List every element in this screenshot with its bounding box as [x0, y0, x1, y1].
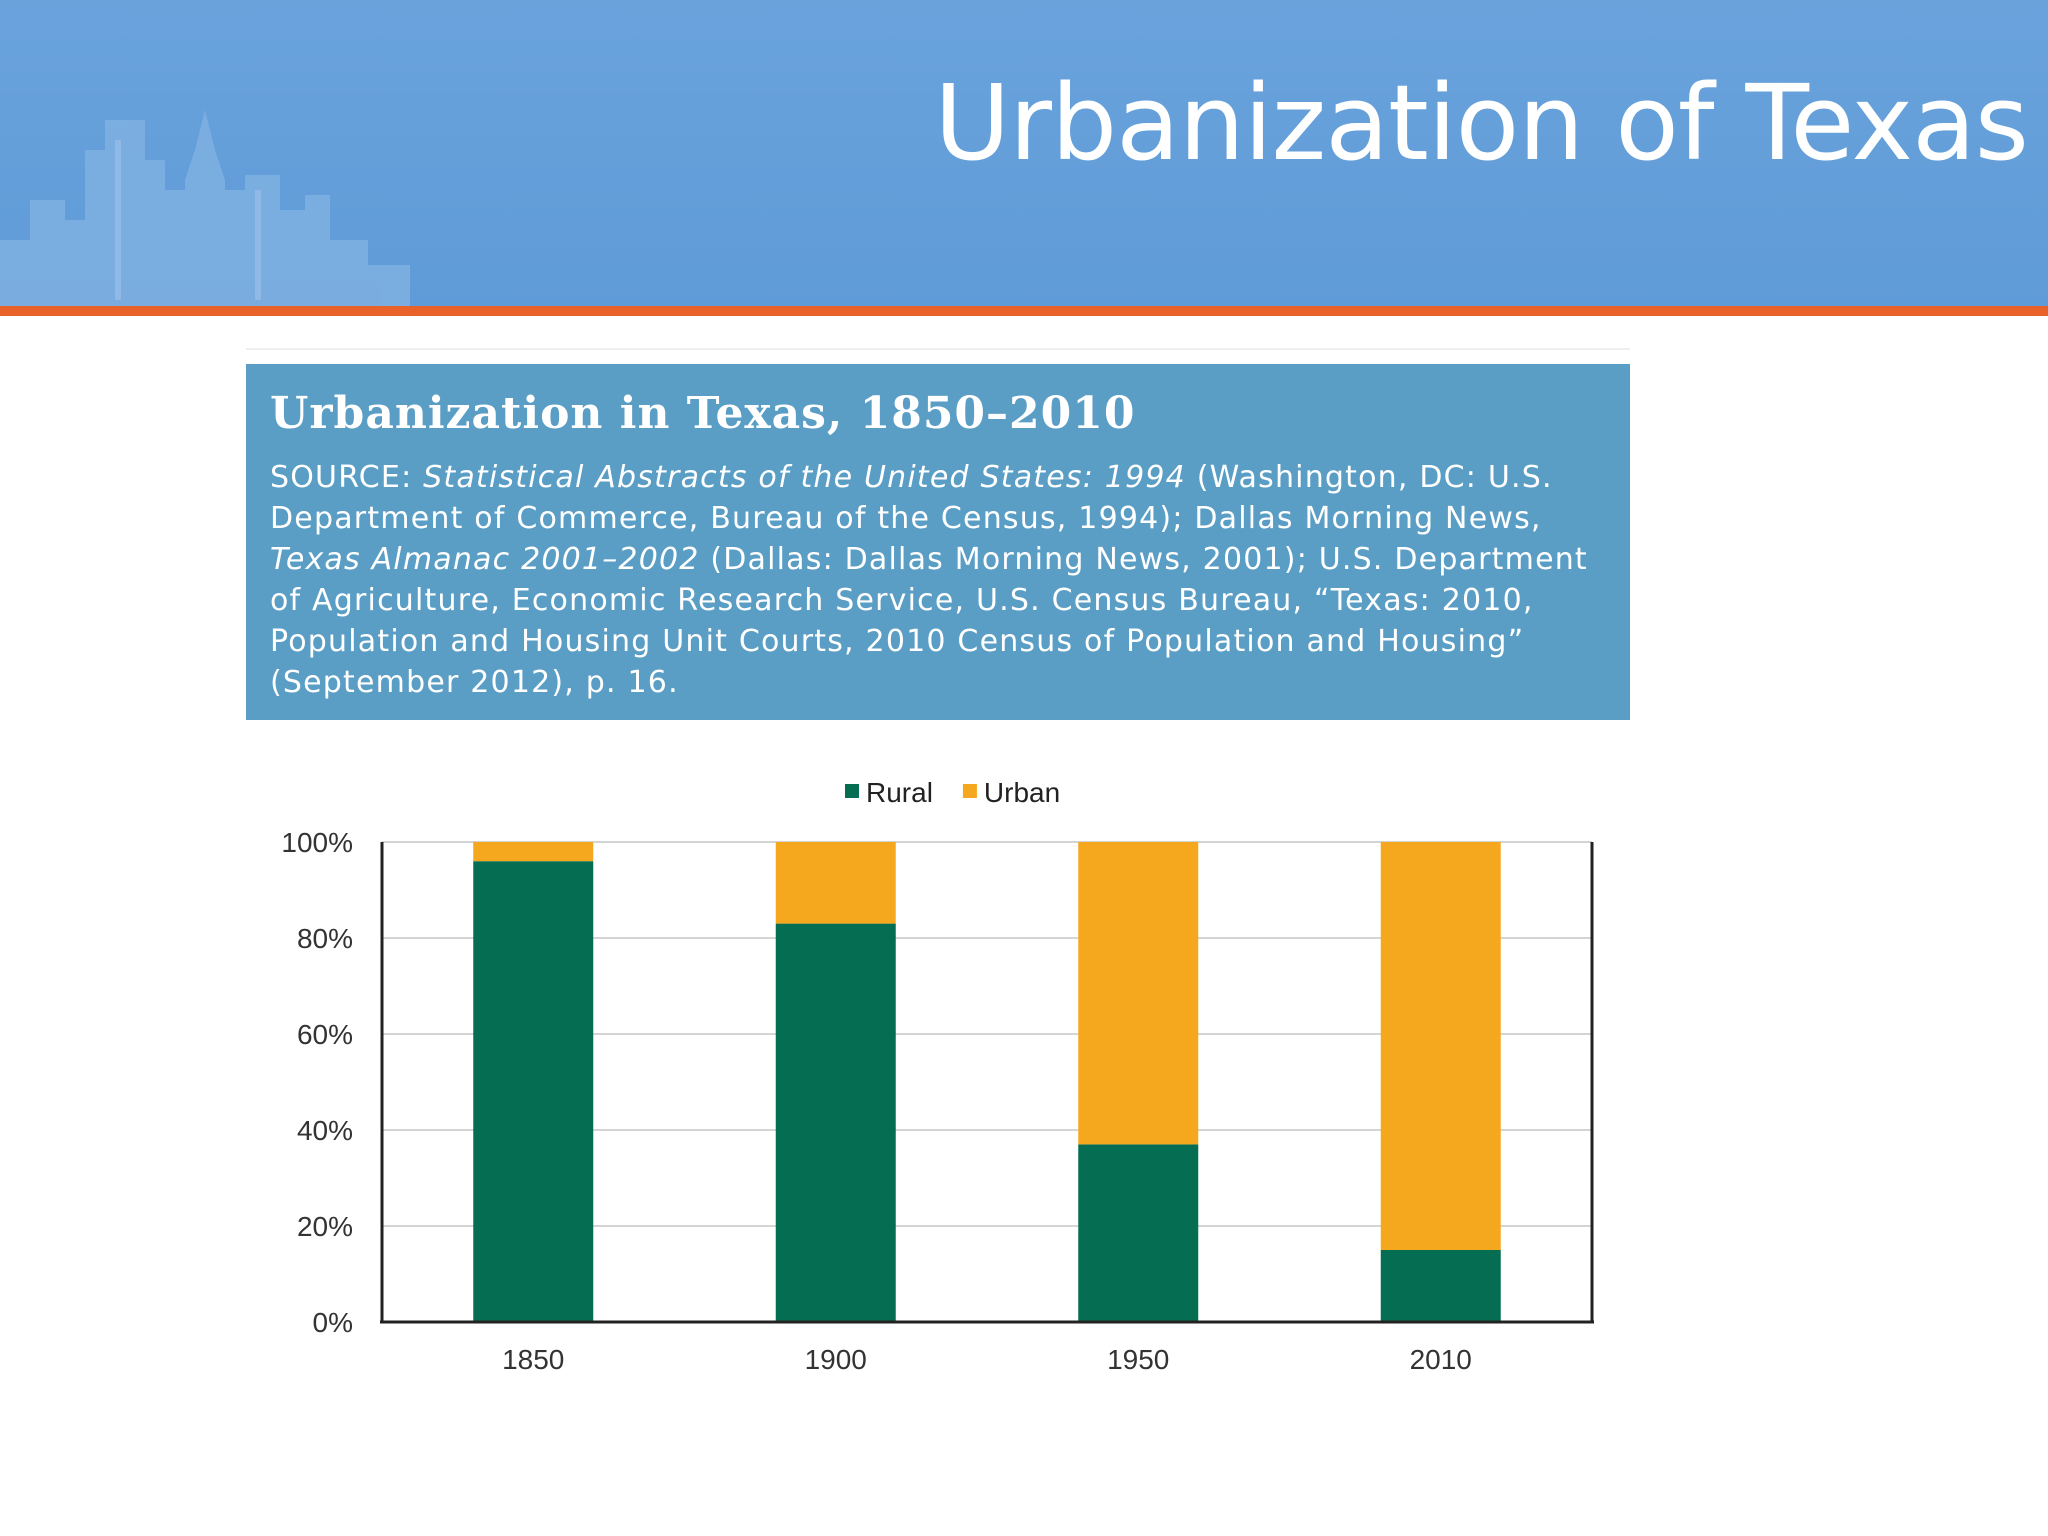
y-tick-label: 40%	[297, 1115, 353, 1146]
source-citation: SOURCE: Statistical Abstracts of the Uni…	[270, 457, 1606, 703]
bar-rural	[473, 861, 594, 1322]
y-tick-label: 100%	[281, 827, 353, 858]
header-divider	[0, 306, 2048, 316]
legend-swatch-rural	[845, 784, 859, 798]
y-tick-label: 80%	[297, 923, 353, 954]
legend-label-urban: Urban	[984, 777, 1060, 808]
chart-title: Urbanization in Texas, 1850–2010	[270, 388, 1136, 439]
bar-urban	[775, 842, 896, 924]
bar-rural	[1078, 1144, 1199, 1322]
bar-urban	[473, 842, 594, 862]
bar-urban	[1078, 842, 1199, 1145]
x-tick-label: 1850	[502, 1344, 564, 1375]
source-text-2: (Dallas: Dallas Morning News, 2001); U.S…	[270, 542, 1588, 700]
source-text-1: (Washington, DC: U.S. Department of Comm…	[270, 460, 1553, 536]
source-publication-1: Statistical Abstracts of the United Stat…	[423, 460, 1186, 495]
y-tick-label: 20%	[297, 1211, 353, 1242]
y-tick-label: 60%	[297, 1019, 353, 1050]
source-publication-2: Texas Almanac 2001–2002	[270, 542, 700, 577]
y-tick-label: 0%	[313, 1307, 353, 1338]
x-tick-label: 1900	[805, 1344, 867, 1375]
x-tick-label: 2010	[1410, 1344, 1472, 1375]
city-skyline-image	[0, 110, 410, 306]
bar-rural	[775, 923, 896, 1322]
x-tick-label: 1950	[1107, 1344, 1169, 1375]
bar-rural	[1380, 1250, 1501, 1322]
slide-header: Urbanization of Texas	[0, 0, 2048, 306]
legend-swatch-urban	[962, 784, 977, 798]
figure-top-rule	[246, 348, 1630, 350]
legend-label-rural: Rural	[866, 777, 933, 808]
bar-urban	[1380, 842, 1501, 1250]
figure-caption-box: Urbanization in Texas, 1850–2010 SOURCE:…	[246, 364, 1630, 720]
slide-title: Urbanization of Texas	[934, 62, 2029, 184]
source-prefix: SOURCE:	[270, 460, 424, 495]
